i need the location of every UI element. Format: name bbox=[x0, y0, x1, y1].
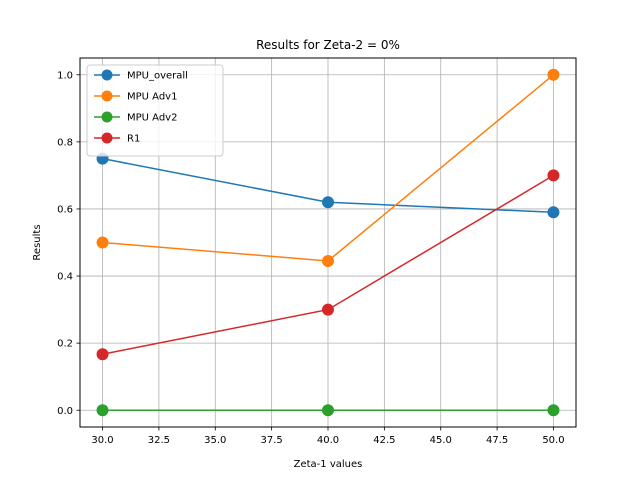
y-tick-label: 0.6 bbox=[57, 205, 73, 216]
data-point-mpu-adv2 bbox=[96, 404, 109, 417]
data-point-mpu-adv1 bbox=[96, 236, 109, 249]
y-tick-label: 0.8 bbox=[57, 137, 73, 148]
y-tick-label: 1.0 bbox=[57, 70, 73, 81]
chart-title: Results for Zeta-2 = 0% bbox=[256, 38, 400, 52]
x-tick-label: 50.0 bbox=[542, 435, 564, 446]
x-axis-label: Zeta-1 values bbox=[294, 459, 363, 470]
x-tick-label: 40.0 bbox=[317, 435, 339, 446]
data-point-r1 bbox=[96, 348, 109, 361]
legend-label: MPU_overall bbox=[127, 71, 188, 82]
series-lines bbox=[96, 68, 560, 417]
legend-box bbox=[86, 64, 224, 157]
legend-swatch-marker bbox=[101, 132, 113, 144]
legend-label: MPU Adv1 bbox=[127, 92, 177, 103]
data-point-mpu-overall bbox=[322, 196, 334, 209]
data-point-r1 bbox=[322, 303, 334, 316]
x-tick-label: 47.5 bbox=[486, 435, 508, 446]
data-point-mpu-adv2 bbox=[547, 404, 560, 417]
x-tick-label: 42.5 bbox=[373, 435, 395, 446]
y-axis-ticks: 0.0 0.2 0.4 0.6 0.8 1.0 bbox=[57, 70, 80, 417]
x-axis-ticks: 30.0 32.5 35.0 37.5 40.0 42.5 45.0 47.5 50.0 bbox=[91, 427, 565, 446]
data-point-mpu-overall bbox=[547, 206, 560, 219]
legend: MPU_overall MPU Adv1 MPU Adv2 R1 bbox=[86, 64, 224, 157]
legend-swatch-marker bbox=[101, 111, 113, 123]
x-tick-label: 37.5 bbox=[261, 435, 283, 446]
x-tick-label: 30.0 bbox=[91, 435, 113, 446]
legend-label: R1 bbox=[127, 134, 140, 145]
y-tick-label: 0.0 bbox=[57, 406, 73, 417]
data-point-mpu-adv1 bbox=[322, 254, 334, 267]
data-point-mpu-adv2 bbox=[322, 404, 334, 417]
x-tick-label: 32.5 bbox=[148, 435, 170, 446]
legend-swatch-marker bbox=[101, 90, 113, 102]
y-axis-label: Results bbox=[32, 224, 43, 260]
y-tick-label: 0.4 bbox=[57, 272, 73, 283]
x-tick-label: 35.0 bbox=[204, 435, 226, 446]
data-point-r1 bbox=[547, 169, 560, 182]
x-tick-label: 45.0 bbox=[430, 435, 452, 446]
y-tick-label: 0.2 bbox=[57, 339, 73, 350]
data-point-mpu-adv1 bbox=[547, 68, 560, 81]
legend-label: MPU Adv2 bbox=[127, 113, 177, 124]
legend-swatch-marker bbox=[101, 69, 113, 81]
